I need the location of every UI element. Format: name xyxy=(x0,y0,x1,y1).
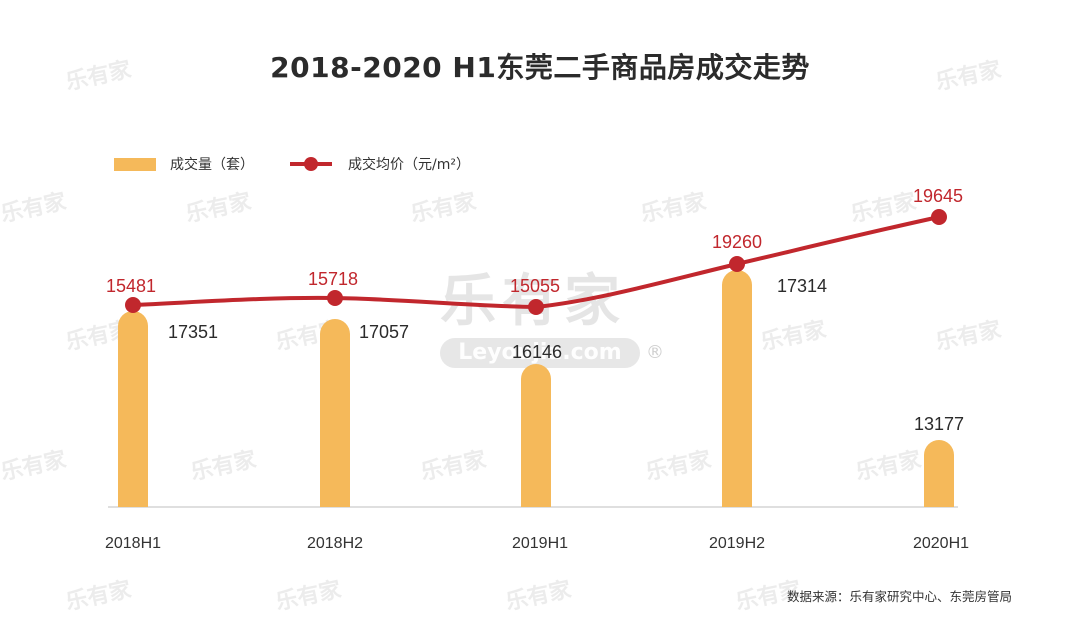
volume-label-2018H1: 17351 xyxy=(168,322,218,342)
bar-2019H2 xyxy=(722,270,752,507)
price-label-2019H2: 19260 xyxy=(712,232,762,252)
chart-title: 2018-2020 H1东莞二手商品房成交走势 xyxy=(270,51,810,84)
volume-bars xyxy=(118,270,954,507)
price-marker-2019H1 xyxy=(528,299,544,315)
data-source-note: 数据来源：乐有家研究中心、东莞房管局 xyxy=(786,589,1012,604)
price-marker-2018H1 xyxy=(125,297,141,313)
price-label-2018H1: 15481 xyxy=(106,276,156,296)
volume-label-2018H2: 17057 xyxy=(359,322,409,342)
legend-item-volume: 成交量（套） xyxy=(114,152,254,176)
legend-label-volume: 成交量（套） xyxy=(170,157,254,173)
price-label-2020H1: 19645 xyxy=(913,186,963,206)
x-label-2018H2: 2018H2 xyxy=(307,535,363,552)
legend-item-price: 成交均价（元/m²） xyxy=(290,152,470,176)
x-label-2018H1: 2018H1 xyxy=(105,535,161,552)
volume-label-2019H2: 17314 xyxy=(777,276,827,296)
volume-label-2020H1: 13177 xyxy=(914,414,964,434)
x-label-2020H1: 2020H1 xyxy=(913,535,969,552)
price-marker-2019H2 xyxy=(729,256,745,272)
price-label-2018H2: 15718 xyxy=(308,269,358,289)
legend-label-price: 成交均价（元/m²） xyxy=(348,157,470,173)
price-marker-2018H2 xyxy=(327,290,343,306)
legend-line-marker-icon xyxy=(290,157,332,171)
price-markers xyxy=(125,209,947,315)
bar-2018H1 xyxy=(118,311,148,507)
legend-bar-swatch-icon xyxy=(114,157,156,171)
x-label-2019H2: 2019H2 xyxy=(709,535,765,552)
x-label-2019H1: 2019H1 xyxy=(512,535,568,552)
price-label-2019H1: 15055 xyxy=(510,276,560,296)
bar-2018H2 xyxy=(320,319,350,507)
bar-2019H1 xyxy=(521,364,551,507)
volume-label-2019H1: 16146 xyxy=(512,342,562,362)
price-marker-2020H1 xyxy=(931,209,947,225)
bar-2020H1 xyxy=(924,440,954,507)
